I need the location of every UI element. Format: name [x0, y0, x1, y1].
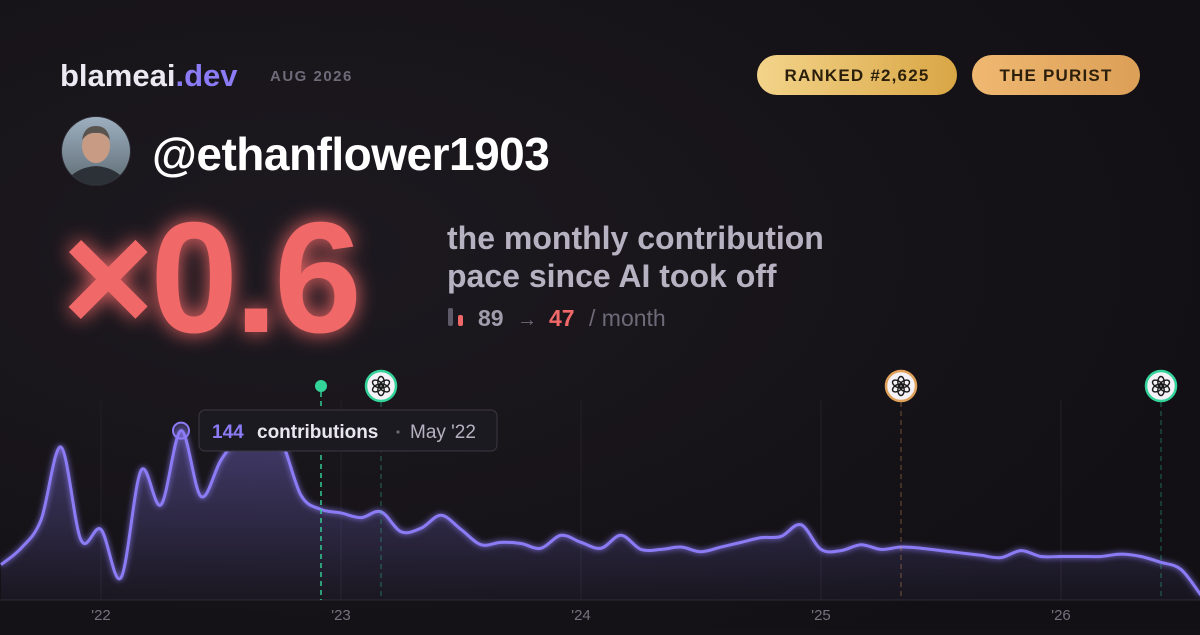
- tooltip-unit: contributions: [257, 422, 378, 443]
- icon-petal: [371, 379, 384, 389]
- handle: @ethanflower1903: [152, 128, 549, 180]
- tooltip-date: May '22: [410, 422, 476, 443]
- event-badge: [1144, 369, 1178, 403]
- arrow: →: [517, 309, 537, 331]
- x-tick-label: '22: [91, 607, 111, 624]
- line: [0, 423, 1200, 597]
- events: [315, 369, 1178, 600]
- x-tick-label: '25: [811, 607, 831, 624]
- icon-petal: [891, 379, 904, 389]
- event-badge: [884, 369, 918, 403]
- tooltip-box: [198, 409, 498, 452]
- multiplier: ×0.6: [62, 190, 358, 366]
- description: the monthly contribution: [447, 220, 824, 256]
- brand-name: blameai: [60, 58, 175, 93]
- date: AUG 2026: [270, 68, 353, 85]
- after: 47: [549, 305, 575, 331]
- x-tick-label: '23: [331, 607, 351, 624]
- badge: [757, 55, 957, 95]
- tooltip-value: 144: [212, 422, 244, 443]
- tooltip: 144 contributions May '22: [198, 409, 498, 452]
- event-icon: [891, 375, 911, 397]
- badge-text: RANKED #2,625: [784, 66, 929, 85]
- plot: [0, 421, 1200, 600]
- event-badge: [364, 369, 398, 403]
- badge-text: THE PURIST: [999, 66, 1112, 85]
- event-icon: [371, 375, 391, 397]
- pace-icon: [458, 315, 463, 326]
- description: pace since AI took off: [447, 258, 777, 294]
- badge: [972, 55, 1140, 95]
- x-tick-label: '24: [571, 607, 591, 624]
- unit: / month: [589, 305, 666, 331]
- pace-icon: [448, 308, 453, 326]
- brand: blameai.dev: [60, 58, 238, 93]
- brand-suffix: .dev: [175, 58, 238, 93]
- before: 89: [478, 305, 504, 331]
- x-tick-label: '26: [1051, 607, 1071, 624]
- event-dot: [315, 380, 327, 392]
- area: [1, 424, 1200, 600]
- event-icon: [1151, 375, 1171, 397]
- separator: [396, 430, 400, 434]
- highlight-point: [172, 421, 190, 440]
- icon-petal: [1151, 379, 1164, 389]
